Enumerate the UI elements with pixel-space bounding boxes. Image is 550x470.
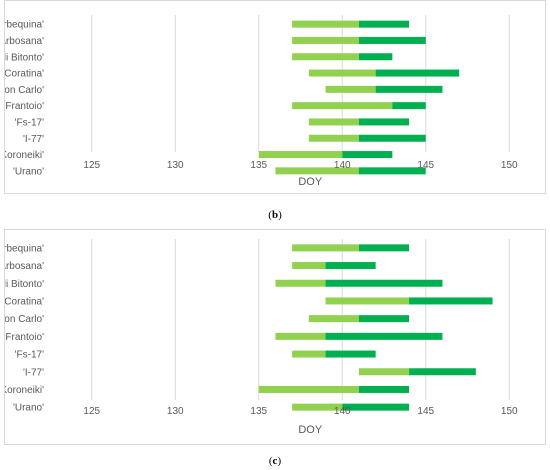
x-axis-label: DOY <box>298 176 323 188</box>
gantt-chart-b: 'Arbequina' 'Arbosana' 'Cima di Bitonto' 'C… <box>5 15 518 188</box>
x-tick-label: 150 <box>501 406 518 417</box>
category-label: 'I-77' <box>23 134 44 145</box>
category-label: 'Frantoio' <box>5 101 44 112</box>
caption-b: (b) <box>268 209 282 221</box>
bar-segment-first <box>308 315 359 323</box>
x-tick-label: 140 <box>334 406 351 417</box>
bar-segment-second <box>325 279 443 287</box>
category-label: 'Cima di Bitonto' <box>5 52 44 63</box>
bar-segment-first <box>308 69 376 77</box>
bar-segment-first <box>292 20 359 28</box>
bar-segment-first <box>292 350 326 358</box>
bar-segment-second <box>375 85 443 93</box>
bar-segment-second <box>358 53 393 61</box>
category-label: 'Don Carlo' <box>5 314 44 325</box>
x-tick-label: 125 <box>83 160 100 171</box>
bar-segment-first <box>292 244 359 252</box>
bar-segment-second <box>325 350 376 358</box>
caption-c: (c) <box>268 455 282 467</box>
category-label: 'Don Carlo' <box>5 85 44 96</box>
category-label: 'Koroneiki' <box>5 385 44 396</box>
caption-b-letter: b <box>271 209 279 221</box>
x-tick-label: 130 <box>167 406 184 417</box>
category-label: 'Urano' <box>13 403 44 414</box>
bar-segment-first <box>258 385 359 393</box>
bar-segment-second <box>409 297 493 305</box>
category-label: 'Arbequina' <box>5 243 44 254</box>
bar-segment-second <box>358 36 426 44</box>
category-label: 'Koroneiki' <box>5 150 44 161</box>
category-label: 'Coratina' <box>5 296 44 307</box>
chart-panel-b: 'Arbequina' 'Arbosana' 'Cima di Bitonto' 'C… <box>4 0 546 194</box>
bar-segment-second <box>358 118 410 126</box>
x-axis-label: DOY <box>298 424 323 436</box>
bar-segment-first <box>275 167 359 175</box>
bar-segment-second <box>392 102 426 110</box>
bar-segment-second <box>358 244 410 252</box>
category-label: 'Arbequina' <box>5 20 44 31</box>
bar-segment-first <box>308 118 359 126</box>
x-tick-label: 135 <box>250 160 267 171</box>
x-tick-label: 145 <box>417 160 434 171</box>
bar-segment-second <box>375 69 460 77</box>
x-tick-label: 125 <box>83 406 100 417</box>
category-label: 'I-77' <box>23 367 44 378</box>
bar-segment-first <box>358 368 410 376</box>
bar-segment-second <box>358 20 410 28</box>
x-tick-label: 135 <box>250 406 267 417</box>
category-label: 'Arbosana' <box>5 261 44 272</box>
bar-segment-second <box>342 151 393 159</box>
bar-segment-first <box>275 332 326 340</box>
bar-segment-first <box>275 279 326 287</box>
category-label: 'Coratina' <box>5 69 44 80</box>
bar-segment-first <box>308 134 359 142</box>
x-tick-label: 140 <box>334 160 351 171</box>
category-label: 'Cima di Bitonto' <box>5 279 44 290</box>
bar-segment-first <box>325 297 410 305</box>
bar-segment-second <box>358 385 410 393</box>
bar-segment-first <box>258 151 343 159</box>
category-label: 'Fs-17' <box>15 117 44 128</box>
bar-segment-first <box>292 36 359 44</box>
bar-segment-second <box>358 315 410 323</box>
bar-segment-second <box>409 368 476 376</box>
category-label: 'Fs-17' <box>15 350 44 361</box>
category-label: 'Arbosana' <box>5 36 44 47</box>
bar-segment-second <box>358 134 426 142</box>
gantt-chart-c: 'Arbequina' 'Arbosana' 'Cima di Bitonto' 'C… <box>5 239 518 436</box>
bar-segment-second <box>325 332 443 340</box>
caption-c-letter: c <box>272 455 278 467</box>
bar-segment-first <box>325 85 376 93</box>
category-label: 'Frantoio' <box>5 332 44 343</box>
bar-segment-second <box>325 262 376 270</box>
bar-segment-first <box>292 403 343 411</box>
bar-segment-first <box>292 102 393 110</box>
bar-segment-first <box>292 53 359 61</box>
x-tick-label: 145 <box>417 406 434 417</box>
x-tick-label: 130 <box>167 160 184 171</box>
bar-segment-second <box>358 167 426 175</box>
category-label: 'Urano' <box>13 166 44 177</box>
chart-panel-c: 'Arbequina' 'Arbosana' 'Cima di Bitonto' 'C… <box>4 229 546 445</box>
bar-segment-second <box>342 403 410 411</box>
bar-segment-first <box>292 262 326 270</box>
x-tick-label: 150 <box>501 160 518 171</box>
